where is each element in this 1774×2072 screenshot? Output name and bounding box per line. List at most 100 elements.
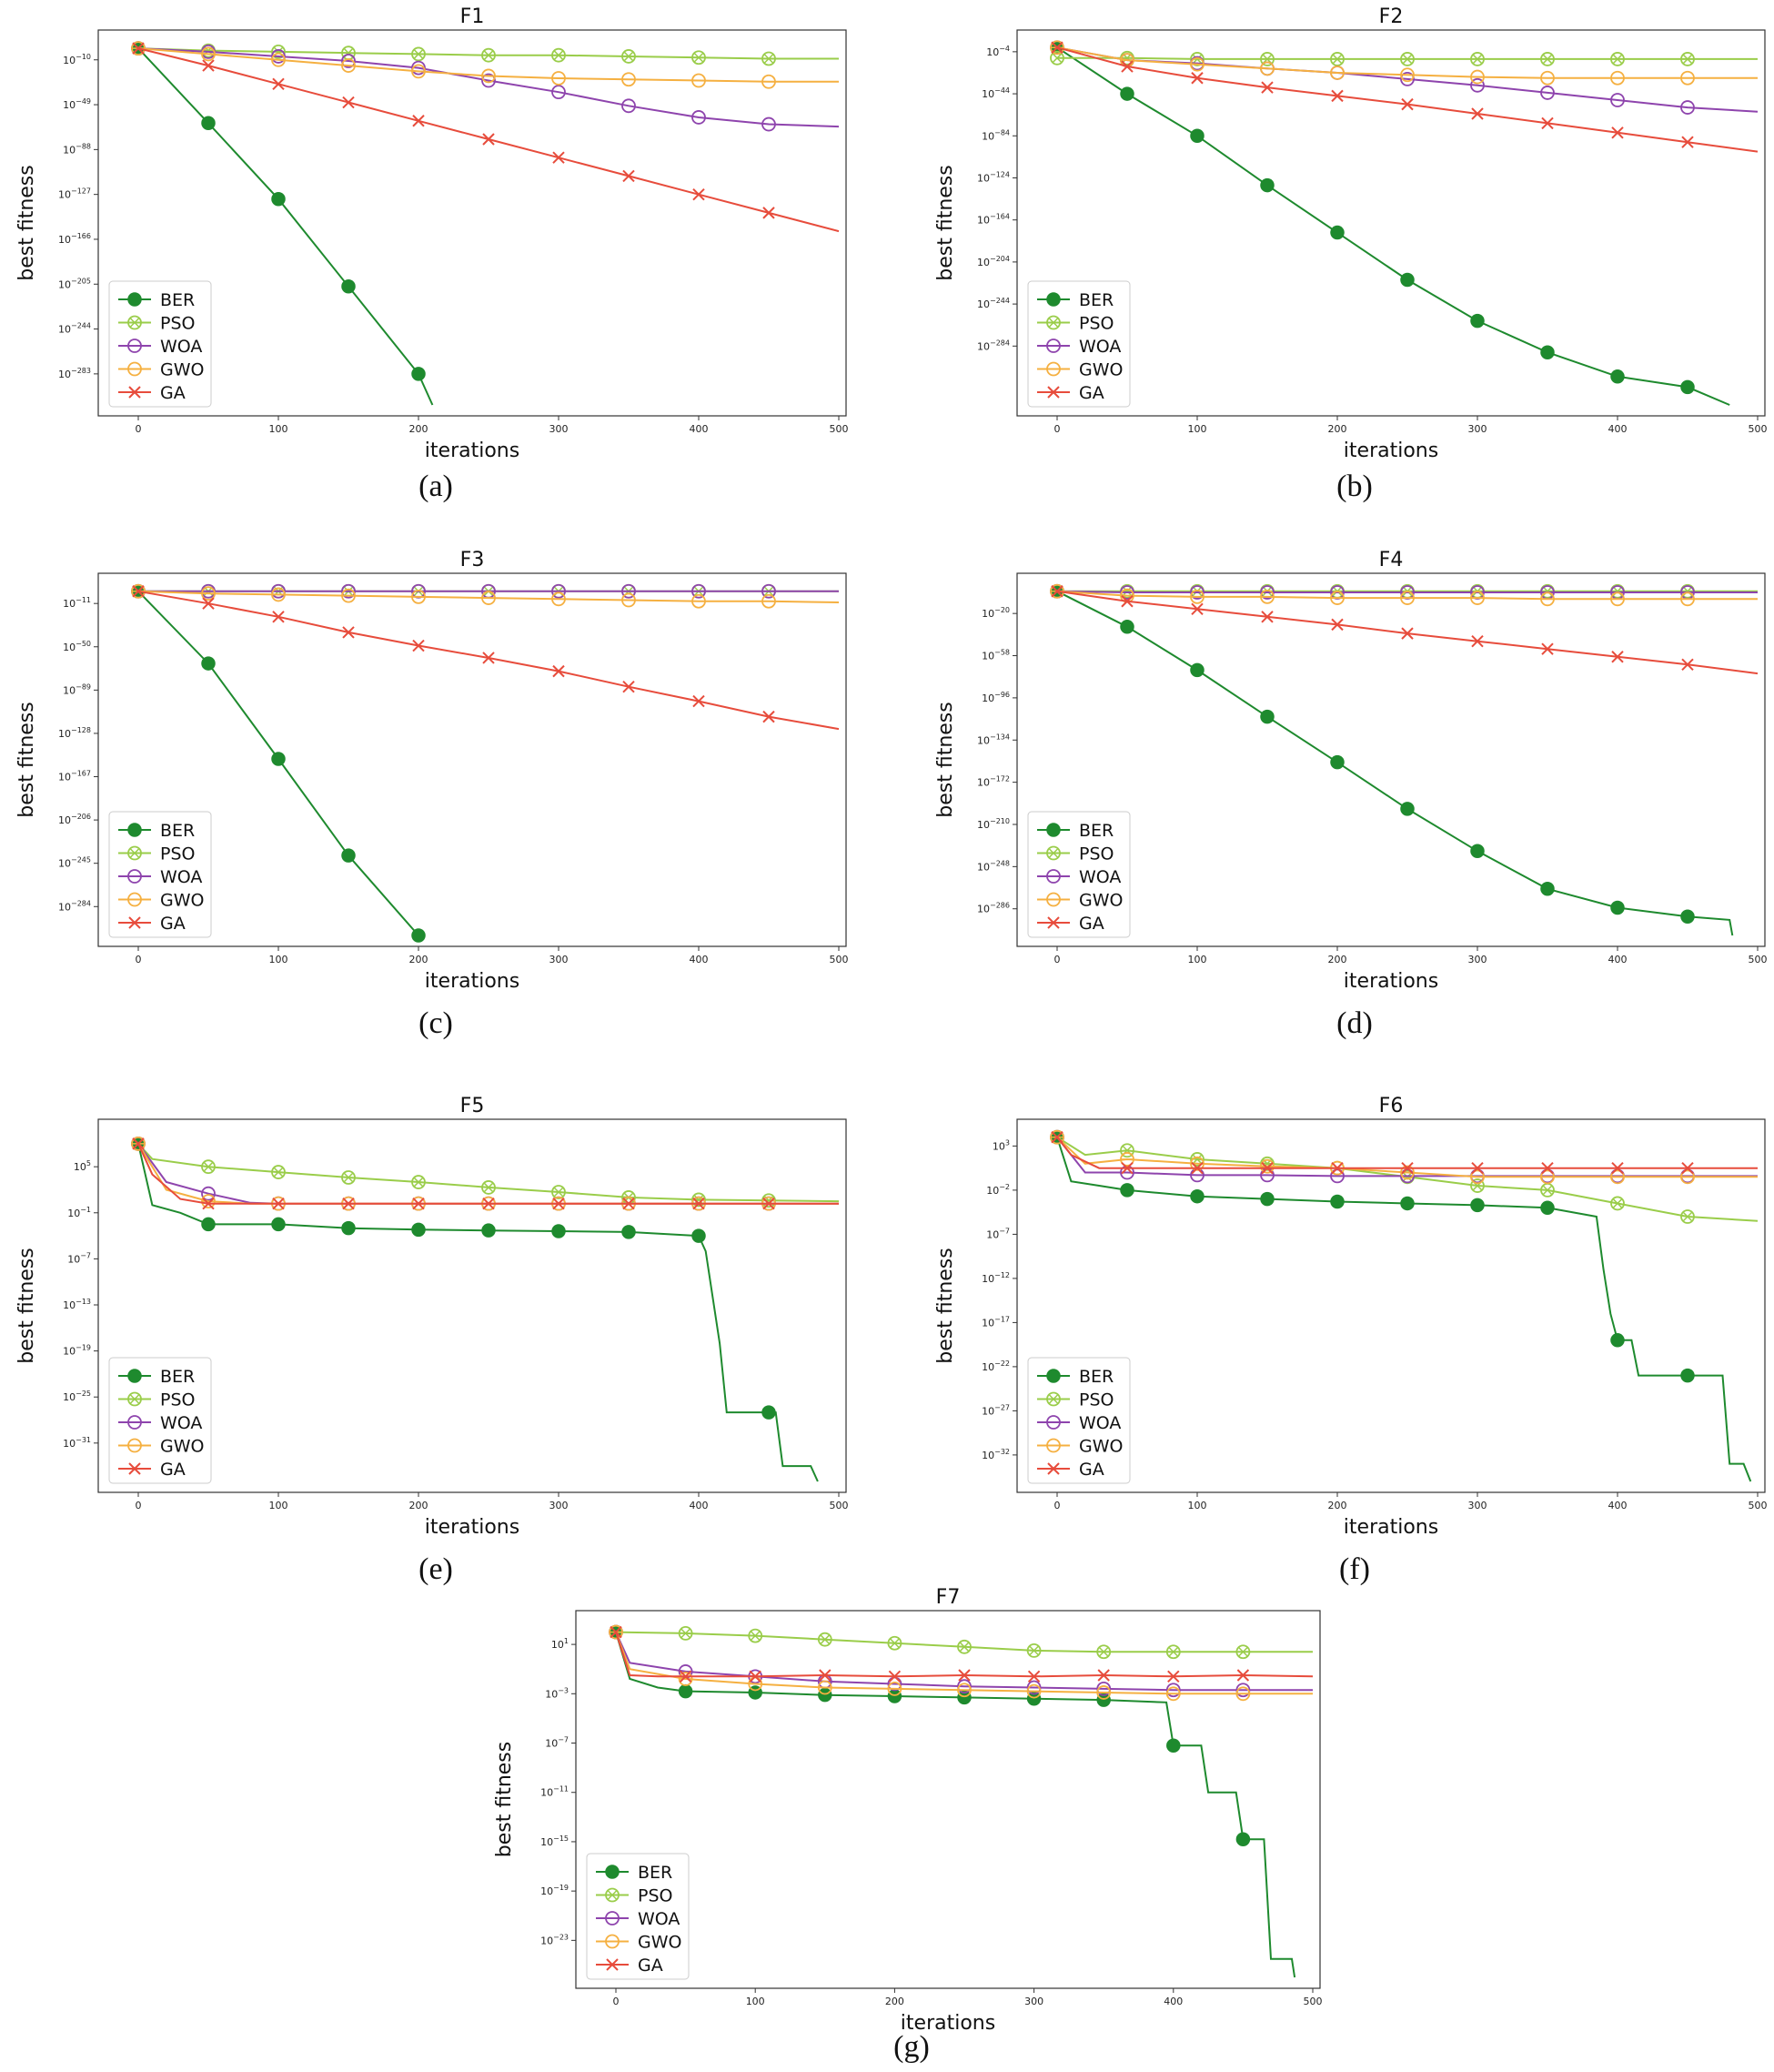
marker-gwo	[1096, 1685, 1112, 1700]
marker-pso-slash-b	[1472, 54, 1483, 65]
legend-label-pso: PSO	[160, 314, 195, 334]
legend-label-gwo: GWO	[1079, 360, 1123, 380]
marker-ga	[762, 1197, 775, 1210]
marker-ga-stroke-b	[1471, 634, 1484, 648]
marker-ga	[1401, 1161, 1414, 1175]
series-group	[1050, 1129, 1759, 1482]
marker-woa	[621, 98, 636, 114]
marker-ga-stroke-b	[1541, 116, 1554, 130]
marker-pso	[1096, 1644, 1112, 1660]
marker-pso-slash-b	[1542, 1185, 1553, 1196]
marker-ga	[1051, 1130, 1063, 1144]
x-tick-label: 200	[885, 1996, 904, 2007]
marker-ga	[272, 611, 285, 623]
legend-marker-ga-stroke-b	[1047, 1462, 1060, 1475]
marker-pso	[1610, 1196, 1625, 1211]
marker-ber	[1610, 900, 1625, 915]
marker-ber	[887, 1689, 902, 1703]
marker-pso-ring	[1680, 1209, 1695, 1224]
legend-label-woa: WOA	[160, 867, 202, 887]
x-axis-label: iterations	[425, 970, 519, 993]
marker-gwo	[761, 593, 776, 609]
marker-ga	[622, 169, 635, 183]
marker-gwo	[1680, 70, 1695, 86]
x-axis-label: iterations	[1344, 440, 1438, 462]
y-tick-label: 10−204	[977, 255, 1010, 268]
marker-ga	[622, 1197, 635, 1210]
legend-label-ga: GA	[1079, 1460, 1104, 1480]
marker-woa	[551, 583, 566, 599]
marker-ga	[202, 597, 215, 610]
y-tick-label: 10−172	[977, 775, 1010, 789]
y-tick-label: 10−3	[545, 1686, 569, 1700]
legend-marker-woa	[1046, 1415, 1061, 1430]
plot-frame	[97, 572, 847, 947]
x-tick-label: 0	[613, 1996, 620, 2007]
y-axis-label: best fitness	[15, 702, 38, 817]
legend-label-pso: PSO	[1079, 314, 1114, 334]
legend-marker-pso-ring	[1046, 315, 1061, 330]
legend-label-ber: BER	[638, 1863, 672, 1883]
marker-ga	[342, 626, 355, 639]
marker-pso-ring	[1610, 52, 1625, 66]
legend-label-ga: GA	[160, 1460, 186, 1480]
marker-woa	[957, 1679, 972, 1694]
y-tick-label: 10−205	[58, 277, 91, 290]
legend-marker-ber	[605, 1865, 620, 1879]
marker-ga	[1401, 627, 1414, 640]
marker-ber	[1470, 313, 1485, 328]
y-tick-label: 105	[74, 1159, 91, 1173]
marker-gwo	[1610, 591, 1625, 607]
marker-pso-ring	[1190, 52, 1205, 66]
marker-ga	[272, 1197, 285, 1210]
marker-pso	[1165, 1644, 1181, 1660]
marker-pso	[761, 51, 776, 66]
y-tick-label: 10−134	[977, 733, 1010, 746]
marker-ber	[201, 656, 216, 671]
x-tick-label: 100	[746, 1996, 765, 2007]
chart-title: F4	[1379, 549, 1404, 571]
y-tick-label: 10−210	[977, 817, 1010, 831]
marker-ga-stroke-b	[272, 77, 285, 91]
series-group	[1050, 583, 1759, 936]
marker-ga-stroke-b	[202, 59, 215, 72]
y-tick-label: 10−13	[63, 1298, 91, 1311]
marker-pso	[201, 1159, 216, 1175]
marker-gwo	[1330, 591, 1345, 605]
marker-ga	[888, 1670, 902, 1683]
marker-ga-stroke-b	[1401, 97, 1414, 111]
y-tick-label: 10−166	[58, 232, 91, 246]
marker-ber	[341, 1220, 356, 1236]
marker-woa	[1680, 100, 1695, 115]
marker-ga-stroke-b	[1167, 1670, 1180, 1683]
marker-ga	[342, 1197, 355, 1210]
legend-marker-pso	[127, 845, 142, 861]
marker-gwo	[1610, 70, 1625, 86]
marker-ga	[1121, 60, 1134, 73]
marker-gwo	[1680, 1169, 1695, 1185]
marker-gwo	[1260, 1158, 1275, 1174]
marker-ber	[621, 1225, 636, 1239]
marker-pso-slash-b	[1237, 1646, 1248, 1657]
marker-pso-slash-b	[483, 1182, 494, 1193]
legend-marker-pso	[1046, 1391, 1061, 1407]
marker-woa	[621, 583, 636, 599]
marker-pso	[1050, 50, 1064, 66]
marker-pso-slash-b	[203, 1161, 214, 1172]
marker-woa	[271, 49, 286, 64]
marker-pso-ring	[1680, 52, 1695, 66]
marker-woa	[1165, 1683, 1181, 1698]
legend-marker-gwo	[605, 1934, 620, 1949]
x-tick-label: 400	[1608, 423, 1628, 435]
marker-ga-stroke-b	[762, 710, 775, 723]
marker-pso-slash-b	[680, 1628, 691, 1639]
legend-marker-pso	[127, 1391, 142, 1407]
marker-ga-stroke-b	[412, 1197, 425, 1210]
marker-pso-ring	[1026, 1642, 1042, 1658]
marker-ga-stroke-b	[132, 42, 145, 55]
marker-ber	[1540, 345, 1555, 359]
marker-pso-slash-b	[623, 51, 634, 62]
y-axis-label: best fitness	[15, 165, 38, 280]
x-tick-label: 0	[136, 423, 142, 435]
legend-label-pso: PSO	[638, 1886, 672, 1906]
